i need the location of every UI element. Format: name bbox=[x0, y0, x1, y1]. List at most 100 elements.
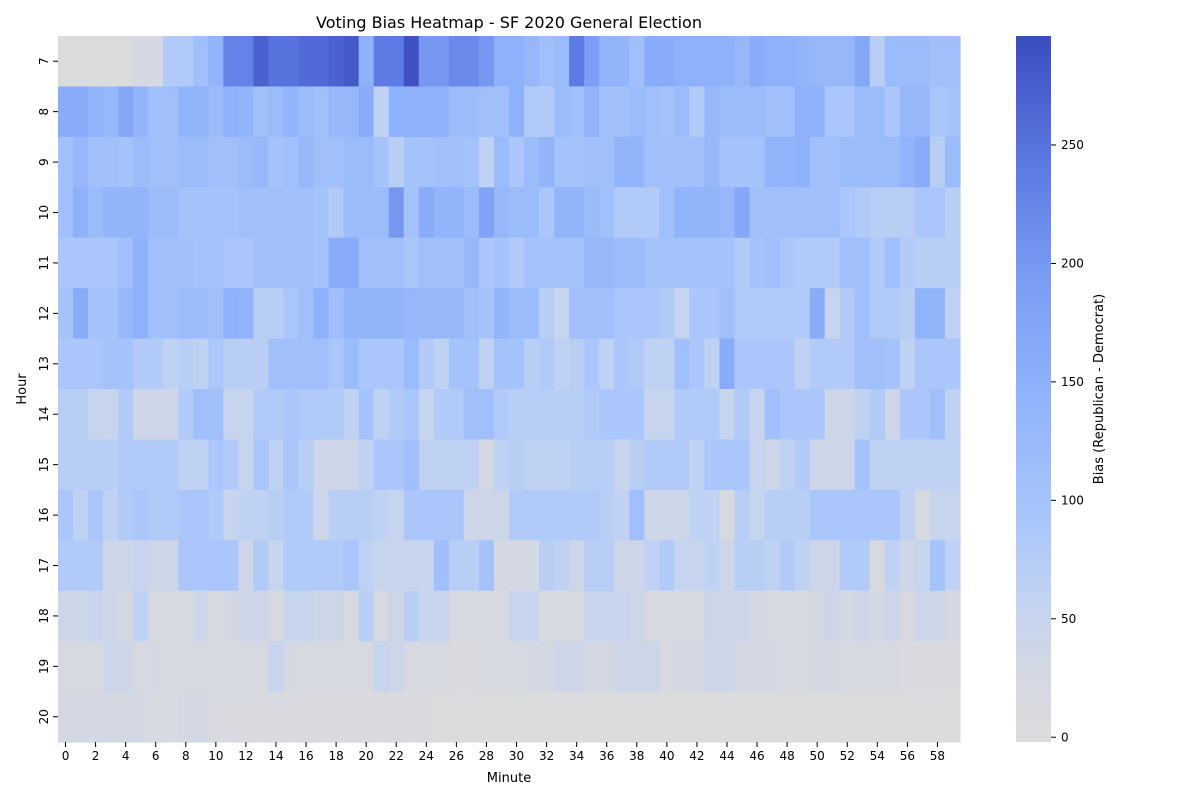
heatmap-cell bbox=[809, 641, 826, 693]
heatmap-cell bbox=[88, 36, 104, 88]
heatmap-cell bbox=[118, 691, 134, 743]
x-tick-label: 44 bbox=[719, 749, 734, 763]
heatmap-cell bbox=[914, 540, 931, 592]
heatmap-cell bbox=[118, 86, 134, 138]
heatmap-cell bbox=[539, 288, 555, 340]
heatmap-cell bbox=[584, 641, 600, 693]
heatmap-cell bbox=[388, 136, 405, 188]
heatmap-cell bbox=[88, 439, 104, 491]
heatmap-cell bbox=[493, 439, 510, 491]
heatmap-cell bbox=[524, 590, 540, 642]
heatmap-cell bbox=[764, 489, 781, 541]
heatmap-cell bbox=[73, 136, 89, 188]
heatmap-cell bbox=[373, 136, 390, 188]
heatmap-cell bbox=[493, 489, 510, 541]
heatmap-cell bbox=[493, 389, 510, 441]
heatmap-cell bbox=[58, 641, 74, 693]
heatmap-cell bbox=[298, 136, 315, 188]
heatmap-cell bbox=[178, 136, 194, 188]
heatmap-cell bbox=[749, 641, 766, 693]
heatmap-cell bbox=[358, 489, 375, 541]
heatmap-cell bbox=[869, 540, 886, 592]
heatmap-cell bbox=[208, 641, 224, 693]
x-tick-label: 6 bbox=[152, 749, 160, 763]
heatmap-cell bbox=[509, 540, 525, 592]
heatmap-cell bbox=[268, 36, 285, 88]
heatmap-cell bbox=[719, 187, 736, 239]
heatmap-cell bbox=[448, 439, 465, 491]
heatmap-cell bbox=[524, 691, 540, 743]
heatmap-cell bbox=[794, 338, 811, 390]
heatmap-cell bbox=[193, 36, 209, 88]
heatmap-cell bbox=[448, 288, 465, 340]
heatmap-cell bbox=[118, 389, 134, 441]
heatmap-cell bbox=[403, 439, 420, 491]
heatmap-cell bbox=[704, 389, 721, 441]
heatmap-cell bbox=[659, 187, 675, 239]
heatmap-cell bbox=[749, 136, 766, 188]
heatmap-cell bbox=[268, 439, 285, 491]
heatmap-cell bbox=[388, 389, 405, 441]
heatmap-cell bbox=[629, 187, 645, 239]
y-tick-label: 18 bbox=[37, 608, 51, 623]
heatmap-cell bbox=[614, 590, 630, 642]
heatmap-cell bbox=[524, 187, 540, 239]
heatmap-cell bbox=[448, 691, 465, 743]
heatmap-cell bbox=[794, 540, 811, 592]
heatmap-cell bbox=[478, 439, 495, 491]
heatmap-cell bbox=[223, 389, 239, 441]
heatmap-cell bbox=[478, 641, 495, 693]
heatmap-cell bbox=[238, 389, 255, 441]
heatmap-cell bbox=[644, 439, 660, 491]
heatmap-cell bbox=[809, 540, 826, 592]
heatmap-cell bbox=[944, 288, 961, 340]
heatmap-cell bbox=[629, 338, 645, 390]
heatmap-cell bbox=[403, 86, 420, 138]
heatmap-cell bbox=[343, 338, 360, 390]
heatmap-cell bbox=[689, 489, 706, 541]
heatmap-cell bbox=[463, 389, 480, 441]
heatmap-cell bbox=[418, 86, 435, 138]
heatmap-cell bbox=[554, 36, 570, 88]
heatmap-cell bbox=[448, 338, 465, 390]
heatmap-cell bbox=[749, 288, 766, 340]
heatmap-cell bbox=[283, 288, 300, 340]
heatmap-cell bbox=[809, 187, 826, 239]
heatmap-cell bbox=[599, 389, 615, 441]
heatmap-cell bbox=[388, 338, 405, 390]
heatmap-cell bbox=[373, 237, 390, 289]
heatmap-cell bbox=[238, 338, 255, 390]
heatmap-cell bbox=[148, 439, 164, 491]
heatmap-cell bbox=[358, 187, 375, 239]
heatmap-cell bbox=[884, 540, 901, 592]
heatmap-cell bbox=[704, 540, 721, 592]
heatmap-cell bbox=[58, 540, 74, 592]
heatmap-cell bbox=[554, 590, 570, 642]
heatmap-cell bbox=[944, 237, 961, 289]
heatmap-cell bbox=[178, 187, 194, 239]
heatmap-cell bbox=[403, 187, 420, 239]
heatmap-cell bbox=[569, 389, 585, 441]
heatmap-cell bbox=[584, 338, 600, 390]
heatmap-cell bbox=[283, 86, 300, 138]
heatmap-cell bbox=[584, 288, 600, 340]
heatmap-cell bbox=[193, 389, 209, 441]
heatmap-cell bbox=[208, 691, 224, 743]
heatmap-cell bbox=[929, 288, 946, 340]
heatmap-cell bbox=[674, 288, 690, 340]
heatmap-cell bbox=[839, 389, 856, 441]
heatmap-cell bbox=[58, 489, 74, 541]
heatmap-cell bbox=[133, 590, 149, 642]
heatmap-cell bbox=[824, 338, 841, 390]
heatmap-cell bbox=[914, 389, 931, 441]
heatmap-cell bbox=[704, 237, 721, 289]
heatmap-cell bbox=[914, 489, 931, 541]
heatmap-cell bbox=[433, 590, 450, 642]
heatmap-cell bbox=[764, 187, 781, 239]
heatmap-cell bbox=[674, 691, 690, 743]
heatmap-cell bbox=[313, 288, 330, 340]
heatmap-cell bbox=[524, 237, 540, 289]
heatmap-cell bbox=[614, 439, 630, 491]
heatmap-cell bbox=[223, 187, 239, 239]
